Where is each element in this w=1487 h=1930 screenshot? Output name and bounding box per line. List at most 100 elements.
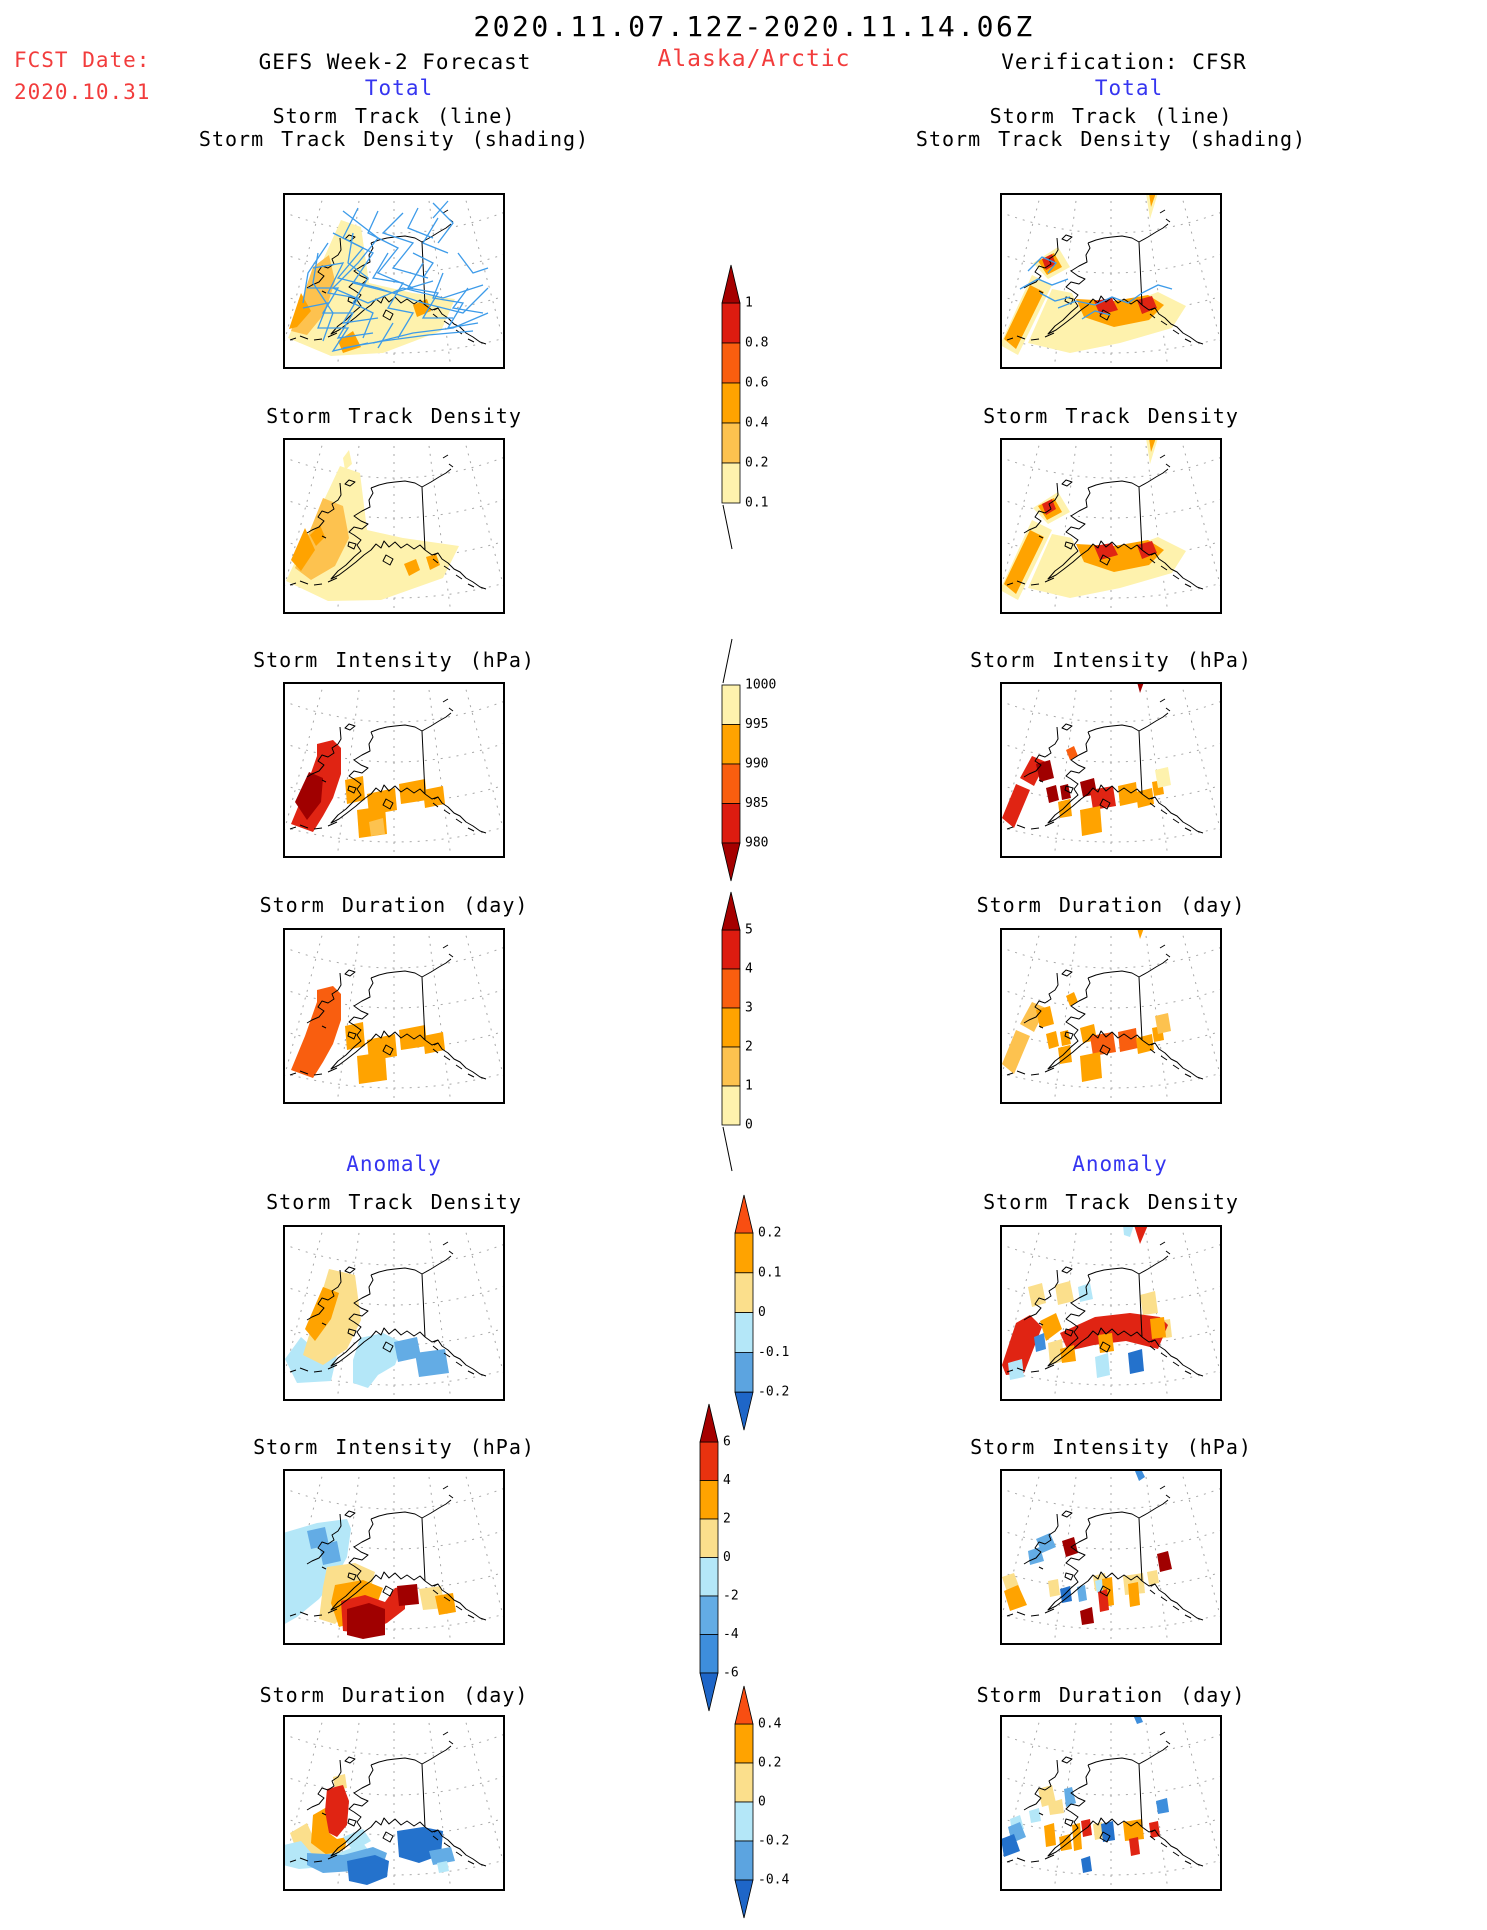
colorbar-track-density-total: 1 0.8 0.6 0.4 0.2 0.1: [721, 264, 769, 550]
fcst-date-value: 2020.10.31: [14, 80, 151, 104]
shading-region: [343, 1829, 371, 1851]
storm-track-line: [347, 232, 374, 339]
shading-region: [303, 1269, 361, 1365]
colorbar-tick-label: 1: [745, 296, 753, 311]
storm-track-line: [342, 207, 434, 294]
colorbar-segment: [699, 1557, 719, 1597]
colorbar-segment: [734, 1723, 754, 1764]
shading-region: [1146, 438, 1158, 464]
shading-region: [423, 786, 445, 808]
colorbar-anomaly-intensity: 6 4 2 0 -2 -4 -6: [699, 1403, 739, 1712]
colorbar-tick-label: -4: [723, 1627, 739, 1642]
map-verif-density: [1000, 438, 1222, 614]
shading-region: [1002, 784, 1030, 828]
shading-region: [1077, 1585, 1087, 1602]
colorbar-segment: [721, 803, 741, 844]
colorbar-tick-label: 0: [745, 1118, 753, 1133]
colorbar-anomaly-duration: 0.4 0.2 0 -0.2 -0.4: [734, 1685, 789, 1919]
colorbar-segment: [734, 1762, 754, 1803]
shading-region: [1046, 785, 1059, 803]
storm-track-line: [377, 322, 394, 349]
shading-region: [1060, 784, 1071, 800]
shading-region: [399, 779, 427, 804]
shading-region: [347, 1603, 385, 1639]
colorbar-arrow-down: [721, 842, 741, 882]
storm-track-line: [1027, 256, 1058, 274]
colorbar-tick-label: 990: [745, 757, 768, 772]
shading-region: [1080, 806, 1102, 836]
shading-region: [1137, 682, 1144, 693]
colorbar-arrow-up: [699, 1403, 719, 1443]
colorbar-tick-label: 0.6: [745, 376, 768, 391]
shading-region: [415, 1349, 449, 1377]
shading-region: [1002, 1315, 1042, 1375]
shading-region: [1040, 1313, 1062, 1341]
shading-region: [1055, 1281, 1074, 1305]
shading-region: [1008, 1359, 1024, 1380]
colorbar-arrow-up: [721, 891, 741, 931]
colorbar-segment: [721, 968, 741, 1009]
colorbar-tick-label: 0.2: [758, 1756, 781, 1771]
colorbar-tick-label: 985: [745, 796, 768, 811]
shading-region: [399, 1025, 427, 1050]
colorbar-tick-label: 0.1: [745, 496, 768, 511]
storm-track-line: [1019, 278, 1069, 290]
shading-region: [429, 1847, 455, 1865]
shading-region: [295, 772, 323, 820]
colorbar-segment: [721, 342, 741, 384]
shading-region: [1060, 1030, 1071, 1046]
panel-title-fcst-anom-duration: Storm Duration (day): [259, 1683, 529, 1707]
colorbar-segment: [721, 684, 741, 725]
colorbar-tick-label: 0.1: [758, 1265, 781, 1280]
colorbar-tick-label: 0: [758, 1795, 766, 1810]
shading-region: [291, 986, 341, 1078]
panel-title-verif-anom-duration: Storm Duration (day): [976, 1683, 1246, 1707]
colorbar-arrow-down: [734, 1879, 754, 1919]
colorbar-tail-line: [722, 638, 733, 684]
shading-region: [1044, 1823, 1056, 1847]
shading-region: [1042, 499, 1056, 515]
colorbar-tick-label: -6: [723, 1666, 739, 1681]
storm-track-line: [432, 200, 449, 219]
colorbar-storm-intensity-total: 1000 995 990 985 980: [721, 638, 776, 882]
storm-track-line: [312, 262, 379, 324]
shading-region: [1078, 1283, 1093, 1302]
section-label-total-right: Total: [1094, 76, 1164, 100]
storm-track-line: [371, 252, 415, 339]
colorbar-arrow-up: [734, 1194, 754, 1234]
shading-region: [305, 1287, 339, 1341]
panel-title-fcst-anom-intensity: Storm Intensity (hPa): [253, 1435, 535, 1459]
shading-region: [1062, 1537, 1078, 1557]
shading-region: [1095, 1353, 1110, 1378]
shading-region: [1029, 1808, 1041, 1823]
panel-title-fcst-track: Storm Track (line): [272, 104, 516, 128]
panel-title-fcst-intensity: Storm Intensity (hPa): [253, 648, 535, 672]
shading-region: [1001, 1834, 1020, 1857]
map-frame: [1000, 193, 1222, 369]
shading-region: [343, 450, 352, 470]
colorbar-segment: [734, 1840, 754, 1881]
colorbar-segment: [699, 1480, 719, 1520]
colorbar-storm-duration-total: 5 4 3 2 1 0: [721, 891, 753, 1172]
shading-region: [1094, 543, 1118, 560]
shading-region: [423, 1032, 445, 1054]
map-verif-anom-density: [1000, 1225, 1222, 1401]
colorbar-tick-label: -2: [723, 1589, 739, 1604]
storm-track-line: [342, 330, 474, 349]
shading-region: [1137, 928, 1144, 939]
section-label-total-left: Total: [364, 76, 434, 100]
shading-region: [1034, 1333, 1046, 1352]
colorbar-segment: [734, 1352, 754, 1393]
map-frame: [1000, 1469, 1222, 1645]
storm-track-line: [381, 212, 429, 279]
map-frame: [283, 438, 505, 614]
map-verif-anom-intensity: [1000, 1469, 1222, 1645]
storm-track-line: [422, 217, 449, 254]
shading-region: [1156, 1798, 1169, 1814]
shading-region: [1155, 767, 1171, 788]
colorbar-segment: [721, 1007, 741, 1048]
map-frame: [283, 1715, 505, 1891]
colorbar-tick-label: -0.2: [758, 1834, 789, 1849]
shading-region: [1118, 782, 1138, 806]
